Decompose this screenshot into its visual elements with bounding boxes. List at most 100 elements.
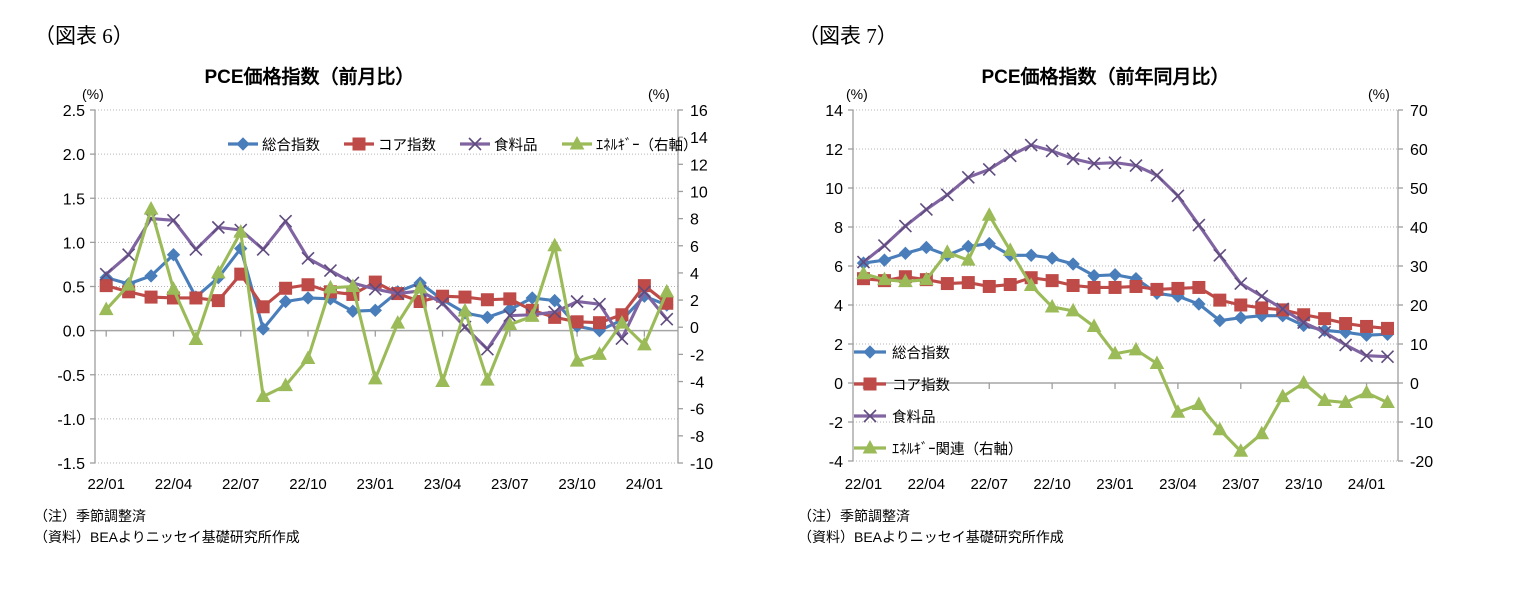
- data-point-marker: [615, 332, 629, 346]
- chart-svg-figure-6: 2.5 2.0 1.5 1.0 0.5 0.0 -0.5 -1.0 -1.5 16 14 12 10 8 6…: [57, 103, 713, 493]
- data-point-marker: [898, 273, 913, 288]
- data-point-marker: [1171, 281, 1185, 295]
- data-point-marker: [1150, 168, 1164, 182]
- y2-axis-tick-label: -20: [1410, 454, 1433, 471]
- data-point-marker: [1107, 345, 1123, 360]
- y-axis-tick-label: 12: [825, 142, 843, 159]
- note-line-1-figure-7: （注）季節調整済: [798, 508, 910, 524]
- data-point-marker: [256, 300, 270, 314]
- figure-label-7: （図表 7）: [798, 24, 898, 48]
- series-food: [856, 138, 1395, 364]
- data-point-marker: [982, 279, 996, 293]
- legend-item-label: ｴﾈﾙｷﾞｰ関連（右軸）: [892, 441, 1023, 458]
- data-point-marker: [1066, 152, 1080, 166]
- data-point-marker: [1213, 248, 1227, 262]
- data-point-marker: [368, 303, 382, 318]
- y2-axis-tick-label: 10: [1410, 337, 1428, 354]
- x-axis-tick-label: 23/04: [1159, 476, 1197, 493]
- data-point-marker: [1002, 242, 1018, 256]
- y-axis-tick-label: 0: [834, 376, 843, 393]
- y-axis-tick-label: 0.5: [63, 280, 85, 297]
- data-point-marker: [1192, 280, 1206, 294]
- x-axis-tick-label: 22/01: [87, 476, 125, 493]
- data-point-marker: [547, 237, 563, 252]
- data-point-marker: [898, 219, 912, 233]
- data-point-marker: [569, 135, 585, 150]
- chart-title-figure-6: PCE価格指数（前月比）: [204, 67, 415, 88]
- y-axis-tick-label: 8: [834, 220, 843, 237]
- data-point-marker: [468, 137, 482, 151]
- y2-axis-tick-label: 10: [690, 184, 708, 201]
- data-point-marker: [1129, 279, 1143, 293]
- data-point-marker: [939, 244, 955, 258]
- data-point-marker: [1045, 274, 1059, 288]
- data-point-marker: [1150, 282, 1164, 296]
- data-point-marker: [323, 264, 338, 278]
- data-point-marker: [1024, 138, 1038, 152]
- data-point-marker: [1276, 302, 1290, 316]
- data-point-marker: [391, 286, 405, 301]
- data-point-marker: [345, 278, 361, 292]
- y-axis-tick-label: 10: [825, 181, 843, 198]
- data-point-marker: [1359, 349, 1374, 363]
- data-point-marker: [368, 275, 382, 289]
- data-point-marker: [1087, 269, 1101, 283]
- data-point-marker: [166, 281, 181, 295]
- data-point-marker: [458, 290, 472, 304]
- chart-panel-figure-6: （図表 6） PCE価格指数（前月比） (%) (%) 2.5 2.0 1.5 1.0…: [0, 0, 763, 600]
- x-axis-tick-label: 24/01: [626, 476, 664, 493]
- chart-svg-figure-7: 14121086420-2-4706050403020100-10-2022/0…: [825, 103, 1433, 493]
- x-axis-tick-label: 22/07: [222, 476, 260, 493]
- y2-axis-tick-label: 70: [1410, 103, 1428, 120]
- data-point-marker: [960, 252, 976, 266]
- data-point-marker: [982, 162, 996, 177]
- data-point-marker: [919, 202, 933, 217]
- series-core: [856, 270, 1395, 335]
- data-point-marker: [569, 353, 585, 367]
- y2-axis-tick-label: 16: [690, 103, 708, 120]
- data-point-marker: [940, 188, 954, 202]
- note-line-1-figure-6: （注）季節調整済: [34, 508, 146, 524]
- data-point-marker: [940, 277, 954, 291]
- x-axis-tick-label: 22/04: [908, 476, 946, 493]
- data-point-marker: [1381, 321, 1395, 335]
- data-point-marker: [856, 265, 871, 280]
- x-axis-tick-label: 23/07: [491, 476, 529, 493]
- data-point-marker: [1233, 443, 1249, 457]
- data-point-marker: [121, 277, 136, 291]
- y-axis-tick-label: 2: [834, 337, 843, 354]
- y2-axis-tick-label: -8: [690, 429, 704, 446]
- y-axis-tick-label: -1.0: [57, 412, 85, 429]
- left-axis-unit-label-7: (%): [846, 86, 868, 102]
- data-point-marker: [919, 240, 934, 255]
- data-point-marker: [255, 388, 271, 402]
- x-axis-tick-label: 23/07: [1222, 476, 1260, 493]
- data-point-marker: [210, 264, 226, 279]
- data-point-marker: [1170, 404, 1186, 418]
- data-point-marker: [961, 276, 975, 290]
- data-point-marker: [480, 372, 495, 386]
- data-point-marker: [863, 409, 877, 423]
- data-point-marker: [863, 345, 877, 359]
- data-point-marker: [981, 207, 997, 221]
- data-point-marker: [1339, 338, 1353, 352]
- data-point-marker: [1065, 302, 1081, 317]
- y-axis-tick-label: 1.5: [63, 191, 85, 208]
- y-axis-tick-label: -1.5: [57, 456, 85, 473]
- y2-axis-tick-label: 8: [690, 212, 699, 229]
- data-point-marker: [1108, 156, 1122, 170]
- data-point-marker: [323, 279, 338, 294]
- data-point-marker: [982, 236, 996, 251]
- data-point-marker: [300, 350, 316, 364]
- data-point-marker: [856, 255, 871, 269]
- y2-axis-tick-label: 0: [690, 320, 699, 337]
- data-point-marker: [1108, 268, 1122, 282]
- data-point-marker: [368, 282, 382, 296]
- data-point-marker: [592, 346, 607, 360]
- y2-axis-tick-label: -6: [690, 402, 704, 419]
- data-point-marker: [570, 294, 584, 309]
- y2-axis-tick-label: 40: [1410, 220, 1428, 237]
- data-point-marker: [1171, 189, 1185, 203]
- right-axis-unit-label-7: (%): [1368, 86, 1390, 102]
